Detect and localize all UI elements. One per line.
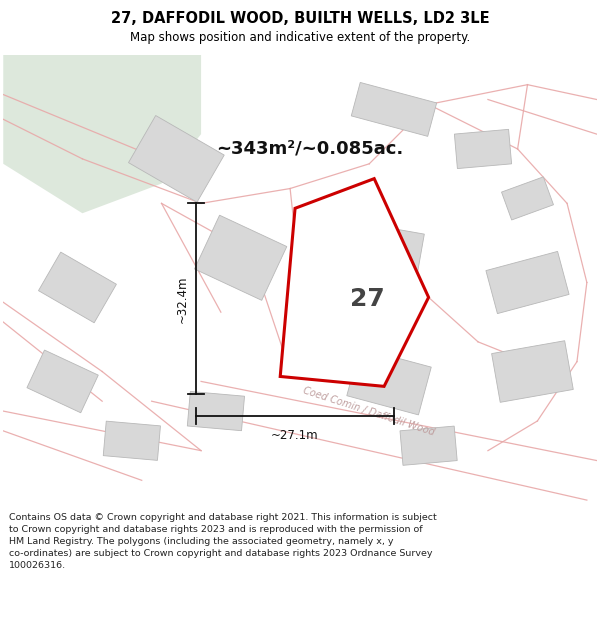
Text: Coed Comin / Daffodil Wood: Coed Comin / Daffodil Wood bbox=[302, 385, 436, 437]
Polygon shape bbox=[502, 177, 553, 220]
Text: ~343m²/~0.085ac.: ~343m²/~0.085ac. bbox=[216, 140, 404, 158]
Polygon shape bbox=[280, 179, 428, 386]
Text: ~27.1m: ~27.1m bbox=[271, 429, 319, 442]
Text: Contains OS data © Crown copyright and database right 2021. This information is : Contains OS data © Crown copyright and d… bbox=[9, 514, 437, 569]
Text: 27: 27 bbox=[350, 288, 385, 311]
Polygon shape bbox=[486, 251, 569, 314]
Polygon shape bbox=[454, 129, 512, 169]
Polygon shape bbox=[194, 215, 287, 301]
Polygon shape bbox=[400, 426, 457, 466]
Polygon shape bbox=[351, 82, 437, 136]
Polygon shape bbox=[38, 252, 116, 322]
Polygon shape bbox=[103, 421, 160, 461]
Polygon shape bbox=[491, 341, 573, 402]
Polygon shape bbox=[128, 116, 224, 202]
Polygon shape bbox=[27, 350, 98, 413]
Text: ~32.4m: ~32.4m bbox=[176, 275, 189, 322]
Polygon shape bbox=[187, 391, 245, 431]
Polygon shape bbox=[3, 55, 201, 213]
Text: Map shows position and indicative extent of the property.: Map shows position and indicative extent… bbox=[130, 31, 470, 44]
Polygon shape bbox=[347, 348, 431, 415]
Text: 27, DAFFODIL WOOD, BUILTH WELLS, LD2 3LE: 27, DAFFODIL WOOD, BUILTH WELLS, LD2 3LE bbox=[110, 11, 490, 26]
Polygon shape bbox=[324, 217, 424, 278]
